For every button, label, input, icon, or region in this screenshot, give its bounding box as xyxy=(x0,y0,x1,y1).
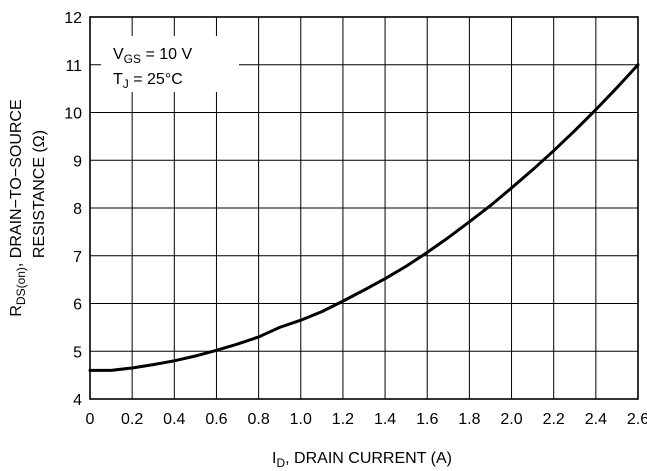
x-tick-label: 0.6 xyxy=(205,411,227,428)
y-axis-label: RDS(on), DRAIN−TO−SOURCE RESISTANCE (Ω) xyxy=(8,99,48,316)
plot-frame xyxy=(89,16,639,400)
tick-labels: 0 0.2 0.4 0.6 0.8 1.0 1.2 1.4 1.6 1.8 2.0 2.2 2.4 2.6… xyxy=(64,10,647,428)
y-tick-label: 7 xyxy=(73,249,82,266)
y-tick-label: 6 xyxy=(73,297,82,314)
x-tick-label: 0.4 xyxy=(163,411,185,428)
x-tick-label: 0.8 xyxy=(247,411,269,428)
x-tick-label: 2.4 xyxy=(585,411,607,428)
x-tick-label: 2.0 xyxy=(500,411,522,428)
tj-main: T xyxy=(113,71,123,88)
x-label-rest: , DRAIN CURRENT (A) xyxy=(285,450,452,467)
x-tick-label: 0.2 xyxy=(121,411,143,428)
vgs-main: V xyxy=(113,46,124,63)
y-tick-label: 4 xyxy=(73,392,82,409)
vgs-sub: GS xyxy=(124,52,141,66)
x-tick-label: 1.2 xyxy=(332,411,354,428)
vgs-annotation: VGS = 10 V xyxy=(113,46,192,66)
x-tick-label: 1.0 xyxy=(290,411,312,428)
x-axis-label: ID, DRAIN CURRENT (A) xyxy=(272,450,452,470)
annotation-background xyxy=(101,36,239,92)
y-tick-label: 10 xyxy=(64,106,82,123)
x-label-main: I xyxy=(272,450,276,467)
tj-sub: J xyxy=(123,77,129,91)
rdson-curve xyxy=(88,63,640,372)
tj-rest: = 25°C xyxy=(129,71,183,88)
x-tick-label: 1.4 xyxy=(374,411,396,428)
x-label-sub: D xyxy=(276,456,285,470)
annotation-box: VGS = 10 V TJ = 25°C xyxy=(101,36,239,92)
vgs-rest: = 10 V xyxy=(141,46,192,63)
x-tick-label: 2.6 xyxy=(627,411,647,428)
tj-annotation: TJ = 25°C xyxy=(113,71,183,91)
x-tick-label: 1.6 xyxy=(416,411,438,428)
y-tick-label: 11 xyxy=(65,58,82,75)
x-tick-label: 2.2 xyxy=(543,411,565,428)
y-label-sub: DS(on) xyxy=(14,267,28,305)
y-axis-label-line2: RESISTANCE (Ω) xyxy=(31,130,48,258)
y-tick-label: 5 xyxy=(73,344,82,361)
grid xyxy=(90,17,638,399)
x-tick-label: 1.8 xyxy=(458,411,480,428)
y-tick-label: 8 xyxy=(73,201,82,218)
y-label-rest: , DRAIN−TO−SOURCE xyxy=(8,99,25,267)
y-label-main: R xyxy=(8,305,25,317)
x-tick-label: 0 xyxy=(86,411,95,428)
y-tick-label: 12 xyxy=(64,10,82,27)
y-tick-label: 9 xyxy=(73,153,82,170)
y-axis-label-line1: RDS(on), DRAIN−TO−SOURCE xyxy=(8,99,28,316)
